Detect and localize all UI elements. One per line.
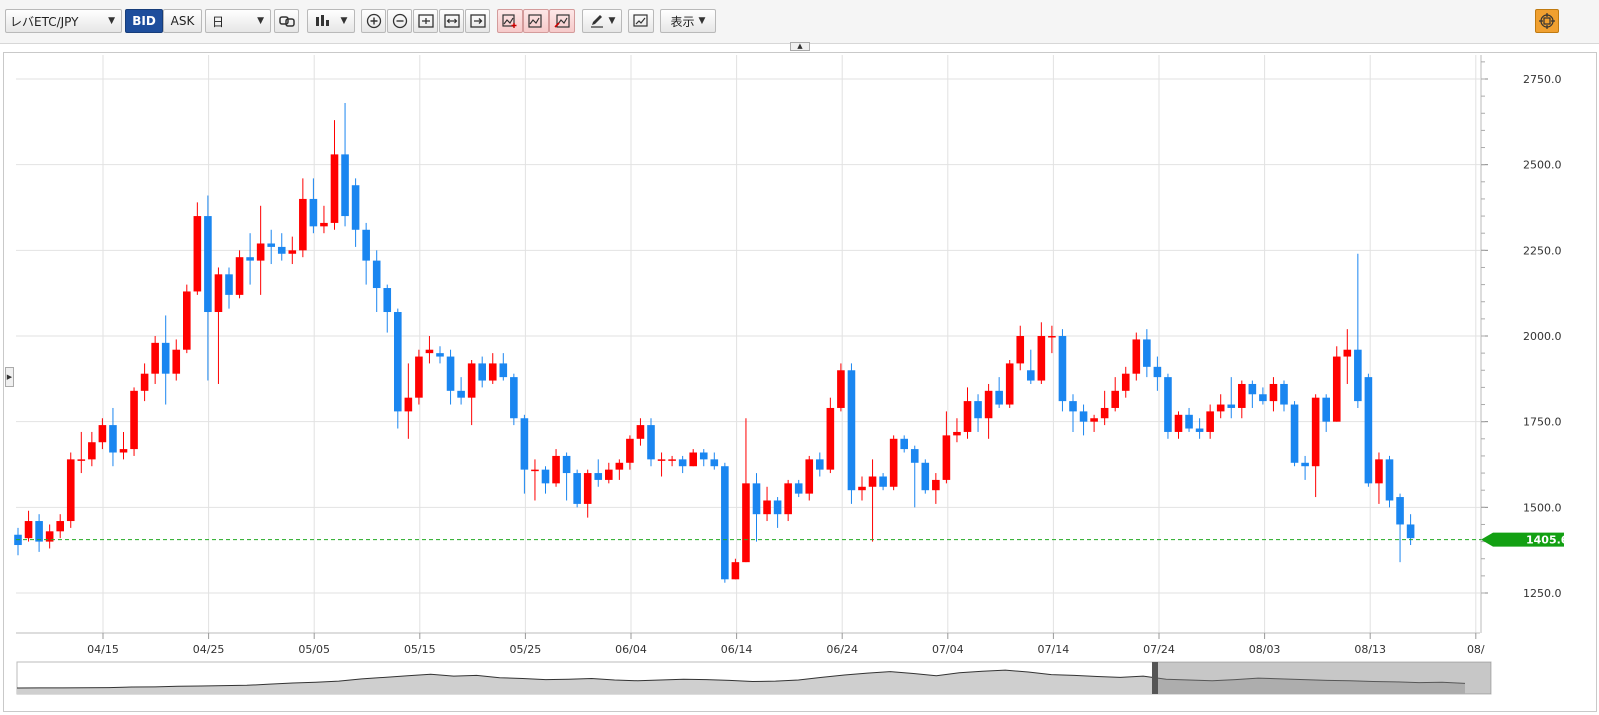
- arrow-right-icon: [469, 14, 486, 28]
- zoom-out-button[interactable]: [387, 9, 412, 33]
- indicator-remove-icon: [554, 14, 570, 28]
- zoom-in-icon: [366, 13, 381, 29]
- pencil-icon: [590, 15, 603, 28]
- fullscreen-button[interactable]: [1535, 9, 1559, 33]
- toolbar: レバETC/JPY ▼ BID ASK 日 ▼ ▼ ▼: [0, 0, 1599, 44]
- symbol-select[interactable]: レバETC/JPY ▼: [5, 9, 122, 33]
- chevron-down-icon: ▼: [698, 16, 706, 26]
- expand-button[interactable]: [439, 9, 464, 33]
- bid-button[interactable]: BID: [125, 9, 163, 33]
- screenshot-button[interactable]: [628, 9, 654, 33]
- collapse-toolbar-toggle[interactable]: ▲: [790, 42, 810, 51]
- symbol-label: レバETC/JPY: [10, 14, 79, 29]
- timeframe-select[interactable]: 日 ▼: [205, 9, 271, 33]
- chart-frame: [3, 52, 1597, 712]
- chevron-down-icon: ▼: [108, 16, 115, 26]
- edit-indicator-button[interactable]: [523, 9, 549, 33]
- compare-button[interactable]: [274, 9, 299, 33]
- drawing-tool-select[interactable]: ▼: [582, 9, 622, 33]
- side-panel-toggle[interactable]: ▶: [5, 367, 14, 387]
- scroll-latest-button[interactable]: [465, 9, 490, 33]
- add-indicator-button[interactable]: [497, 9, 523, 33]
- fit-button[interactable]: [413, 9, 438, 33]
- timeframe-label: 日: [212, 14, 225, 29]
- zoom-out-icon: [392, 13, 407, 29]
- expand-horizontal-icon: [443, 14, 460, 28]
- ask-label: ASK: [170, 14, 195, 28]
- crosshair-icon: [1539, 13, 1555, 29]
- indicator-add-icon: [502, 14, 517, 28]
- remove-indicator-button[interactable]: [549, 9, 575, 33]
- link-icon: [278, 16, 295, 27]
- chart-type-select[interactable]: ▼: [307, 9, 355, 33]
- chevron-down-icon: ▼: [340, 16, 348, 26]
- display-menu-button[interactable]: 表示 ▼: [660, 9, 716, 33]
- fit-icon: [417, 14, 434, 28]
- chart-save-icon: [633, 14, 648, 27]
- zoom-in-button[interactable]: [361, 9, 386, 33]
- chevron-down-icon: ▼: [257, 16, 264, 26]
- candlestick-icon: [315, 15, 329, 26]
- indicator-edit-icon: [528, 14, 542, 28]
- display-label: 表示: [670, 14, 695, 29]
- bid-label: BID: [132, 14, 156, 28]
- chevron-down-icon: ▼: [608, 16, 616, 26]
- ask-button[interactable]: ASK: [163, 9, 202, 33]
